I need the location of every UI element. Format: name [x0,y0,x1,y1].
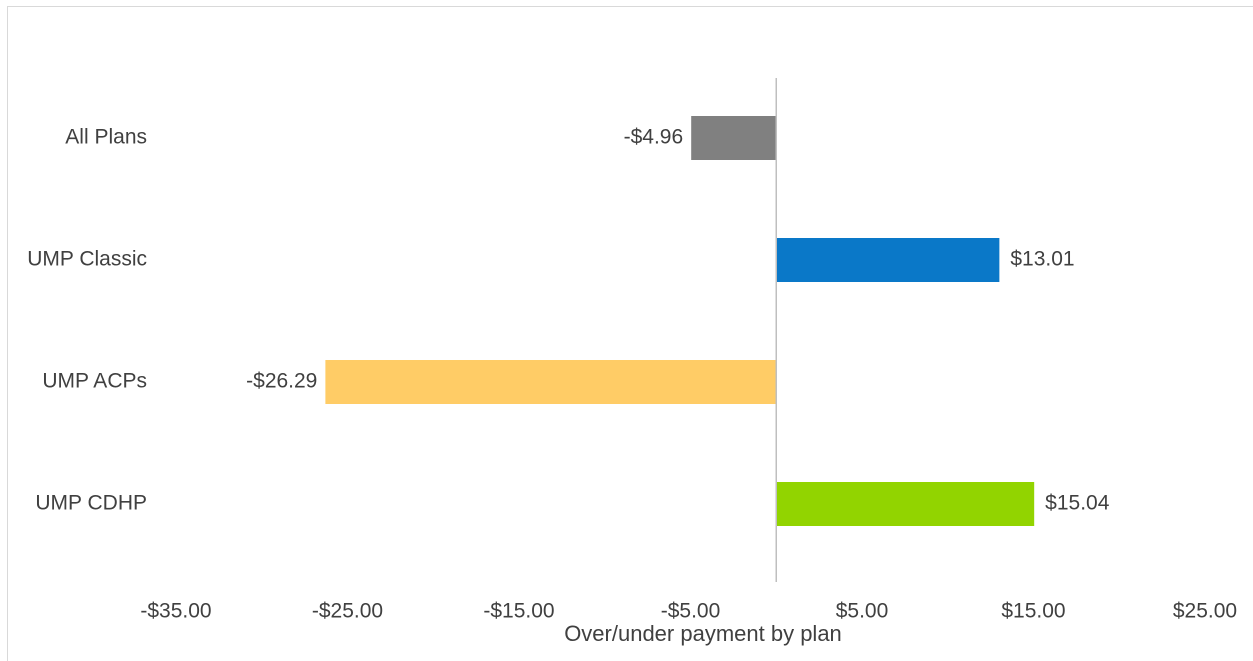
bar-ump-classic [776,238,1000,282]
bar-ump-cdhp [776,482,1035,526]
data-label: $15.04 [1045,492,1110,515]
bar-all-plans [691,116,777,160]
labels-layer: All Plans -$4.96 UMP Classic $13.01 UMP ACPs… [27,126,1110,515]
category-label: UMP Classic [27,248,147,271]
bar-ump-acps [325,360,777,404]
data-label: -$4.96 [624,126,684,149]
category-label: All Plans [65,126,147,149]
x-tick-label: -$35.00 [140,600,211,623]
x-axis-ticks: -$35.00 -$25.00 -$15.00 -$5.00 $5.00 $15.00 $2… [140,600,1237,623]
x-tick-label: -$25.00 [312,600,383,623]
x-tick-label: $25.00 [1173,600,1237,623]
chart-frame [7,6,1253,661]
data-label: $13.01 [1010,248,1074,271]
x-tick-label: $15.00 [1001,600,1065,623]
x-tick-label: $5.00 [836,600,889,623]
x-tick-label: -$5.00 [661,600,721,623]
bars-layer [325,116,1035,526]
category-label: UMP CDHP [35,492,147,515]
x-tick-label: -$15.00 [483,600,554,623]
data-label: -$26.29 [246,370,317,393]
x-axis-title: Over/under payment by plan [564,621,842,646]
category-label: UMP ACPs [42,370,147,393]
